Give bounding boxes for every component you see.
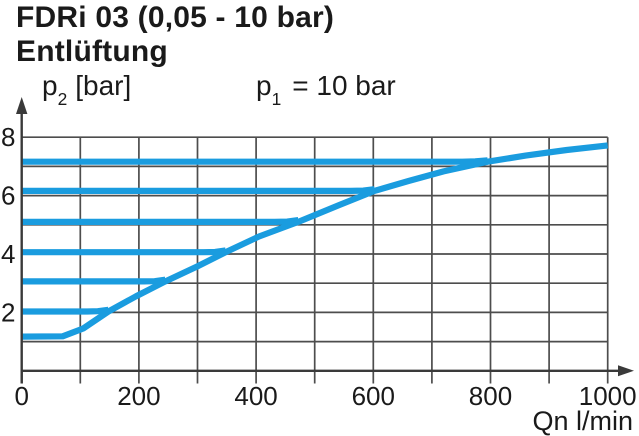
x-tick-label-800: 800 (469, 381, 512, 411)
curve-setpoint-5-bar (21, 217, 299, 225)
curve-setpoint-4-bar (21, 247, 227, 256)
condition-value: = 10 bar (292, 70, 396, 101)
y-tick-label-6: 6 (1, 181, 15, 211)
condition-symbol: p (256, 70, 272, 101)
x-tick-label-0: 0 (14, 381, 28, 411)
y-tick-label-8: 8 (1, 122, 15, 152)
y-axis-subscript: 2 (57, 88, 68, 109)
curve-setpoint-7-bar (21, 157, 488, 165)
curve-setpoint-2-bar (21, 306, 109, 315)
y-tick-label-4: 4 (1, 239, 15, 269)
x-tick-label-400: 400 (234, 381, 277, 411)
x-tick-label-200: 200 (117, 381, 160, 411)
y-axis-arrow (16, 97, 28, 114)
curve-setpoint-3-bar (21, 276, 166, 285)
chart-header: FDRi 03 (0,05 - 10 bar) Entlüftung (16, 0, 334, 68)
x-tick-label-1000: 1000 (579, 381, 637, 411)
x-axis-arrow (618, 365, 634, 377)
x-tick-label-600: 600 (352, 381, 395, 411)
chart-subtitle: Entlüftung (16, 35, 168, 68)
y-axis-label: p2 [bar] (42, 70, 132, 107)
x-axis-unit-label: Qn l/min (532, 406, 633, 436)
y-axis-symbol: p (42, 70, 58, 101)
chart-title: FDRi 03 (0,05 - 10 bar) (16, 1, 335, 34)
curve-setpoint-1-bar-relief-envelope (21, 142, 609, 340)
y-axis-unit: [bar] (75, 70, 132, 101)
condition-label: p1 = 10 bar (256, 70, 396, 107)
y-tick-label-2: 2 (1, 297, 15, 327)
curve-setpoint-6-bar (21, 186, 375, 194)
condition-subscript: 1 (271, 88, 282, 109)
